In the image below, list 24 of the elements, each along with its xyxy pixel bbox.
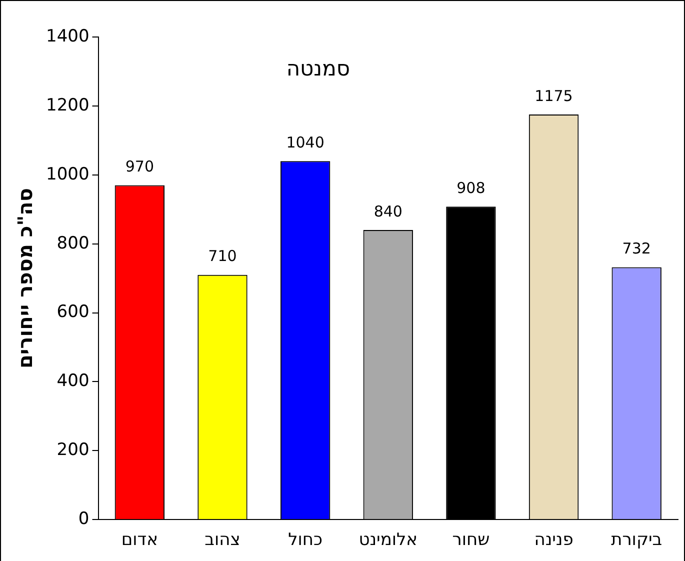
data-label: 840 — [374, 202, 402, 220]
data-label: 710 — [208, 247, 237, 266]
x-tick-label: אלומינט — [358, 530, 418, 550]
x-tick-label: פנינה — [534, 530, 574, 550]
y-tick-label: 1000 — [46, 164, 90, 184]
x-tick-label: צהוב — [204, 530, 240, 550]
x-tick-label: ביקורת — [611, 530, 662, 550]
y-tick-label: 400 — [56, 371, 90, 392]
y-axis-title: סה"כ מספר ייחורים — [13, 188, 38, 369]
x-tick-label: אדום — [121, 530, 158, 550]
y-tick-label: 200 — [56, 440, 90, 460]
text: סמנטה — [286, 56, 350, 80]
y-tick-label: 0 — [78, 509, 90, 530]
data-label: 1175 — [534, 86, 573, 105]
data-label: 732 — [622, 240, 651, 258]
data-label: 908 — [456, 178, 486, 197]
data-label: 1040 — [286, 133, 324, 152]
y-tick-label: 1200 — [46, 95, 90, 116]
x-tick-label: כחול — [288, 530, 323, 550]
y-tick-label: 1400 — [46, 26, 90, 46]
y-tick-label: 800 — [56, 233, 90, 254]
y-tick-label: 600 — [56, 302, 90, 322]
data-label: 970 — [125, 158, 154, 176]
x-tick-label: שחור — [452, 530, 490, 550]
